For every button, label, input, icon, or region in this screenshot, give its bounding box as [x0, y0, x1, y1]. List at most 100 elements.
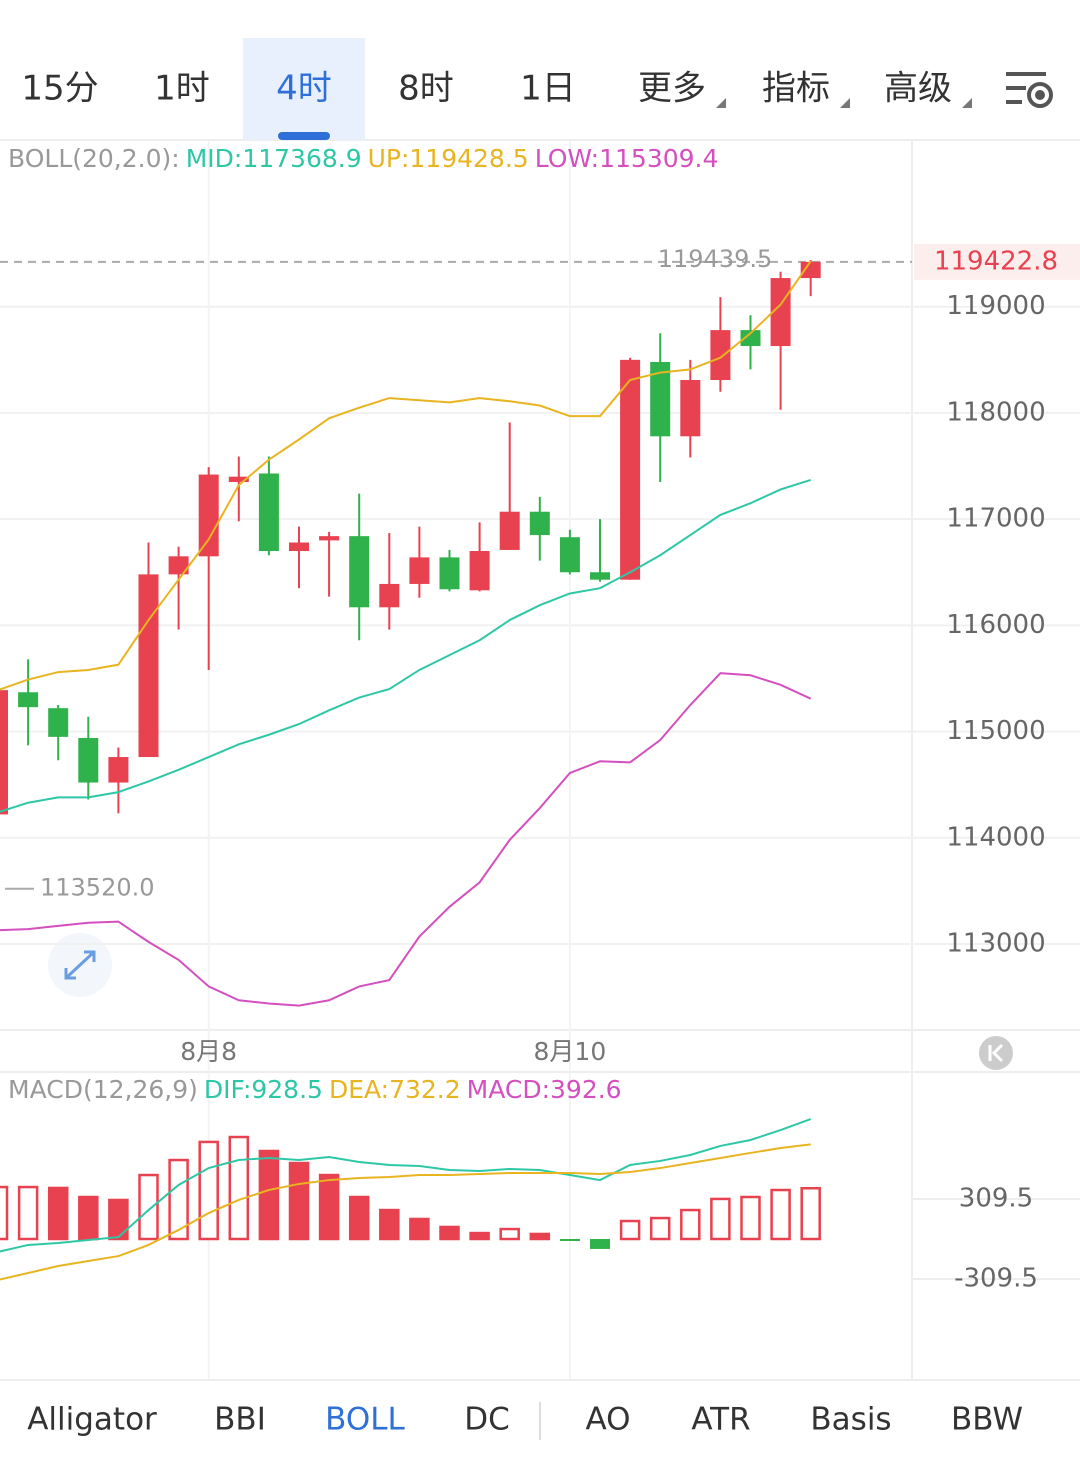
macd-bar: [318, 1173, 340, 1241]
indicator-tab[interactable]: BBI: [214, 1402, 266, 1438]
macd-bar: [258, 1149, 280, 1241]
last-price-label: 119422.8: [934, 246, 1058, 276]
indicator-tab[interactable]: DC: [464, 1402, 510, 1438]
y-tick-label: -309.5: [954, 1264, 1038, 1294]
macd-bar: [17, 1185, 39, 1241]
legend-entry: LOW:115309.4: [535, 144, 719, 173]
macd-line: [0, 1143, 811, 1281]
timeframe-tab[interactable]: 1时: [154, 69, 210, 109]
timeframe-tab[interactable]: 8时: [398, 69, 454, 109]
y-tick-label: 119000: [946, 291, 1045, 321]
candle-body: [620, 359, 641, 580]
macd-bar: [680, 1208, 701, 1241]
candle-body: [228, 476, 249, 482]
candle-body: [319, 536, 340, 541]
indicator-tab[interactable]: ATR: [691, 1402, 750, 1438]
macd-bar: [138, 1173, 159, 1241]
reset-icon[interactable]: [979, 1036, 1013, 1070]
candle-body: [680, 380, 701, 437]
x-tick-label: 8月8: [180, 1037, 237, 1066]
y-tick-label: 309.5: [959, 1184, 1033, 1214]
macd-bar: [228, 1135, 250, 1241]
candle-body: [409, 557, 430, 584]
indicator-line: [0, 260, 812, 691]
candle-body: [258, 473, 279, 552]
candle-body: [710, 330, 731, 381]
legend-entry: BOLL(20,2.0):: [8, 144, 180, 173]
legend-entry: DIF:928.5: [204, 1075, 323, 1104]
candle-body: [0, 690, 8, 815]
candle-body: [740, 330, 761, 347]
candle-body: [18, 692, 39, 708]
macd-bar: [800, 1187, 821, 1241]
candle-body: [168, 556, 189, 575]
candle-body: [800, 261, 821, 279]
candle-body: [499, 511, 520, 550]
legend-entry: DEA:732.2: [329, 1075, 461, 1104]
macd-bar: [499, 1227, 520, 1241]
y-tick-label: 114000: [946, 822, 1045, 852]
timeframe-tab[interactable]: 高级: [884, 69, 952, 109]
macd-bar: [409, 1217, 430, 1241]
macd-bar: [529, 1232, 551, 1241]
macd-bar: [348, 1195, 370, 1241]
candle-body: [650, 361, 671, 437]
high-marker: 119439.5: [658, 245, 773, 273]
candle-body: [289, 542, 309, 552]
y-tick-label: 116000: [946, 610, 1045, 640]
dropdown-arrows: [716, 98, 972, 108]
candle-body: [439, 557, 460, 590]
candle-body: [529, 511, 550, 536]
settings-icon[interactable]: [1006, 72, 1053, 108]
candle-body: [469, 551, 490, 591]
indicator-tab[interactable]: Alligator: [27, 1402, 157, 1438]
candle-body: [379, 583, 400, 608]
candle-body: [349, 536, 370, 608]
legend-entry: MACD:392.6: [467, 1075, 622, 1104]
low-marker: 113520.0: [40, 874, 155, 902]
last-price-tag: [914, 243, 1080, 280]
indicator-tab[interactable]: Basis: [810, 1402, 891, 1438]
timeframe-tab[interactable]: 指标: [762, 69, 830, 109]
y-tick-label: 115000: [946, 716, 1045, 746]
macd-bar: [0, 1185, 9, 1241]
macd-bar: [710, 1197, 731, 1241]
candle-body: [138, 574, 159, 758]
macd-bar: [108, 1198, 129, 1241]
indicator-tab[interactable]: AO: [585, 1402, 630, 1438]
macd-bar: [198, 1140, 219, 1241]
macd-bar: [770, 1188, 791, 1241]
macd-bar: [590, 1239, 610, 1249]
legend-entry: UP:119428.5: [368, 144, 529, 173]
timeframe-tab[interactable]: 1日: [520, 69, 576, 109]
indicator-tab[interactable]: BBW: [951, 1402, 1023, 1438]
macd-bar: [469, 1231, 490, 1241]
macd-bar: [649, 1216, 671, 1241]
legend-entry: MACD(12,26,9): [8, 1075, 198, 1104]
macd-bar: [559, 1239, 580, 1242]
tab-highlight: [243, 38, 365, 140]
indicator-tab[interactable]: BOLL: [325, 1402, 405, 1438]
timeframe-tab[interactable]: 15分: [21, 69, 98, 109]
legend-entry: MID:117368.9: [186, 144, 362, 173]
indicator-line: [0, 479, 811, 813]
macd-bar: [379, 1208, 400, 1241]
macd-bar: [439, 1225, 460, 1241]
indicator-line: [0, 672, 812, 1007]
expand-icon[interactable]: [48, 933, 112, 997]
candle-body: [198, 474, 219, 557]
macd-bar: [168, 1158, 189, 1241]
y-tick-label: 118000: [946, 397, 1045, 427]
candle-body: [559, 537, 580, 573]
timeframe-tab[interactable]: 4时: [276, 69, 332, 109]
macd-bar: [78, 1195, 99, 1241]
macd-bar: [740, 1195, 761, 1241]
y-tick-label: 117000: [946, 504, 1045, 534]
macd-bar: [288, 1161, 310, 1241]
candle-body: [78, 737, 99, 783]
y-tick-label: 113000: [946, 928, 1045, 958]
timeframe-tab[interactable]: 更多: [638, 69, 706, 109]
macd-bar: [47, 1186, 69, 1241]
